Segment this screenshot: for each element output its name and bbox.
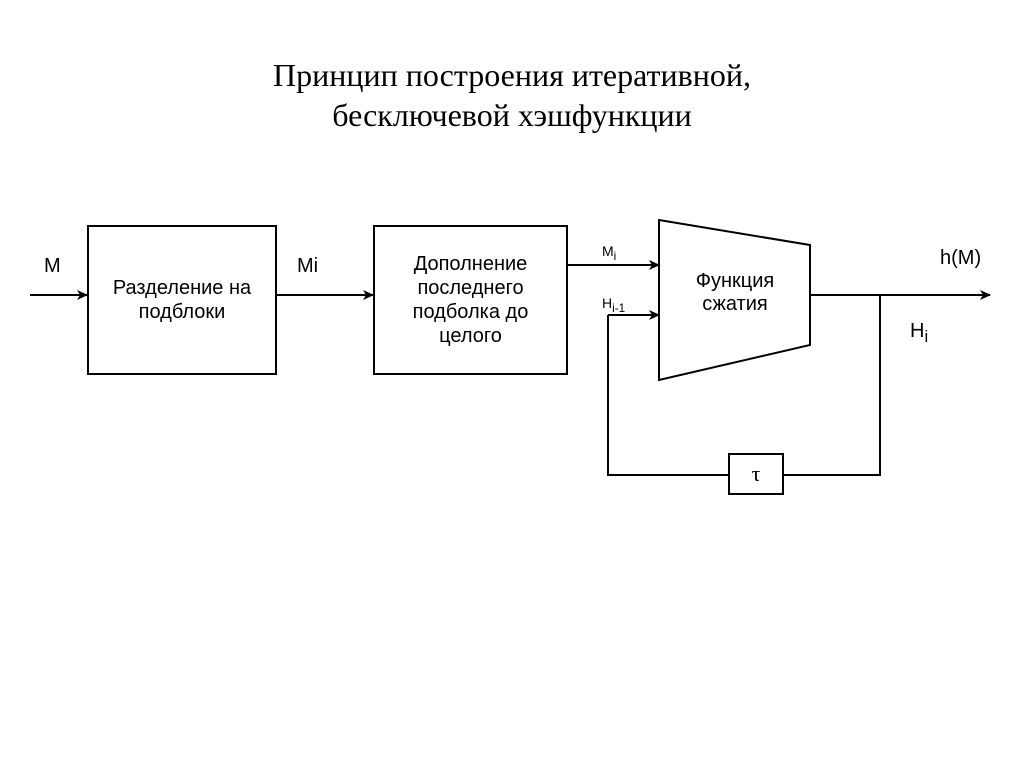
block-compression-label: Функция сжатия: [696, 270, 774, 315]
block-tau: τ: [728, 453, 784, 495]
block-tau-label: τ: [752, 461, 761, 487]
title-line-2: бесключевой хэшфункции: [332, 97, 692, 133]
label-Mi-input: Mi: [602, 243, 616, 263]
page-title: Принцип построения итеративной, бесключе…: [0, 0, 1024, 135]
label-M: M: [44, 255, 61, 278]
title-line-1: Принцип построения итеративной,: [273, 57, 751, 93]
block-split-label: Разделение на подблоки: [95, 276, 269, 324]
label-Hi: Hi: [910, 320, 928, 347]
label-Mi-between: Mi: [297, 255, 318, 278]
label-Hi-1: Hi-1: [602, 295, 625, 315]
diagram-svg: [0, 135, 1024, 695]
block-compression: Функция сжатия: [670, 270, 800, 316]
block-split: Разделение на подблоки: [87, 225, 277, 375]
diagram-canvas: Разделение на подблоки Дополнение послед…: [0, 135, 1024, 695]
block-padding-label: Дополнение последнего подболка до целого: [381, 252, 560, 348]
label-hM: h(M): [940, 247, 981, 270]
block-padding: Дополнение последнего подболка до целого: [373, 225, 568, 375]
